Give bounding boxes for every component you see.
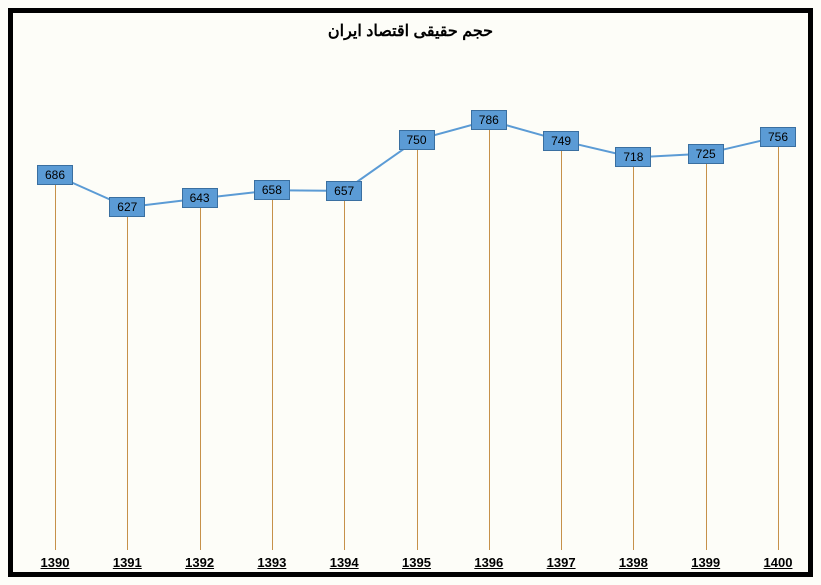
data-marker: 658 [254,180,290,200]
x-axis-label: 1393 [257,555,286,570]
chart-title: حجم حقیقی اقتصاد ایران [13,21,808,41]
x-axis-label: 1397 [547,555,576,570]
dropline [200,208,201,550]
dropline [561,151,562,550]
dropline [127,217,128,550]
data-marker: 756 [760,127,796,147]
dropline [55,185,56,550]
x-axis-label: 1391 [113,555,142,570]
dropline [272,200,273,550]
chart-outer: حجم حقیقی اقتصاد ایران 686 627 643 658 657 75… [0,0,821,585]
data-marker: 686 [37,165,73,185]
data-marker: 657 [326,181,362,201]
data-marker: 750 [399,130,435,150]
dropline [344,201,345,550]
x-axis-label: 1398 [619,555,648,570]
x-axis-label: 1399 [691,555,720,570]
data-marker: 749 [543,131,579,151]
chart-frame: حجم حقیقی اقتصاد ایران 686 627 643 658 657 75… [8,8,813,577]
x-axis-label: 1390 [41,555,70,570]
dropline [633,167,634,550]
data-marker: 643 [182,188,218,208]
x-axis-label: 1394 [330,555,359,570]
data-marker: 627 [109,197,145,217]
dropline [417,150,418,550]
data-marker: 786 [471,110,507,130]
data-marker: 718 [615,147,651,167]
x-axis-label: 1395 [402,555,431,570]
x-axis-label: 1392 [185,555,214,570]
dropline [706,164,707,550]
x-axis-label: 1396 [474,555,503,570]
x-axis-label: 1400 [764,555,793,570]
plot-area: 686 627 643 658 657 750 786 749 718 725 756 [13,58,808,550]
dropline [778,147,779,550]
dropline [489,130,490,550]
data-marker: 725 [688,144,724,164]
